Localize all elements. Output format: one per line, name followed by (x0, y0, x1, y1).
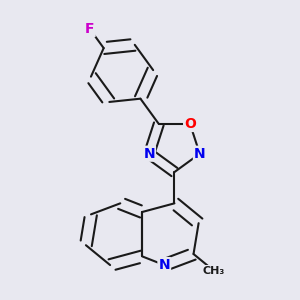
Text: N: N (194, 147, 206, 161)
Text: O: O (184, 117, 196, 131)
Text: F: F (85, 22, 94, 36)
Text: CH₃: CH₃ (203, 266, 225, 276)
Text: N: N (158, 258, 170, 272)
Text: N: N (143, 147, 155, 161)
